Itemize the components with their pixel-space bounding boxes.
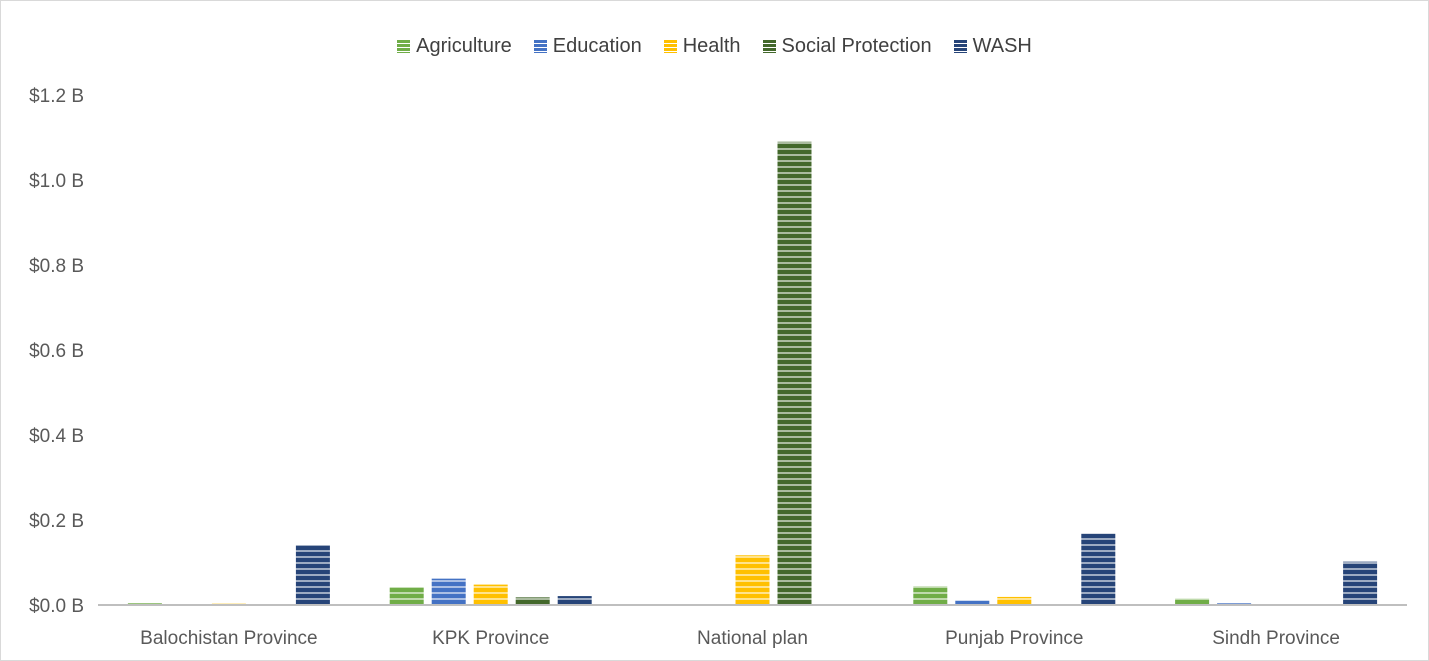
bar-national-plan-health xyxy=(735,555,770,605)
bar-balochistan-province-wash xyxy=(295,545,330,605)
legend-swatch-education xyxy=(533,39,547,53)
legend: Agriculture Education Health Social Protect… xyxy=(0,33,1429,59)
legend-item-agriculture: Agriculture xyxy=(397,35,512,58)
bar-punjab-province-agriculture xyxy=(913,586,948,605)
x-category-label: Sindh Province xyxy=(1212,628,1340,649)
legend-swatch-health xyxy=(663,39,677,53)
bar-punjab-province-health xyxy=(997,596,1032,605)
legend-item-health: Health xyxy=(663,34,741,58)
y-tick-label: $0.8 B xyxy=(29,256,84,277)
y-axis-labels: $0.0 B $0.2 B $0.4 B $0.6 B $0.8 B $1.0 B $1.2… xyxy=(29,86,84,617)
legend-swatch-wash xyxy=(953,39,967,53)
bar-punjab-province-wash xyxy=(1081,533,1116,605)
bars xyxy=(127,141,1378,606)
y-tick-label: $0.4 B xyxy=(29,426,84,447)
x-category-label: Balochistan Province xyxy=(140,628,317,649)
bar-sindh-province-agriculture xyxy=(1175,598,1210,605)
bar-kpk-province-social-protection xyxy=(515,597,550,605)
bar-kpk-province-education xyxy=(431,578,466,605)
legend-label-agriculture: Agriculture xyxy=(416,34,512,57)
legend-swatch-social-protection xyxy=(762,39,776,53)
bar-kpk-province-wash xyxy=(557,596,592,605)
y-tick-label: $0.2 B xyxy=(29,511,84,532)
x-category-label: Punjab Province xyxy=(945,628,1083,649)
bar-punjab-province-education xyxy=(955,600,990,605)
y-tick-label: $0.0 B xyxy=(29,596,84,617)
legend-label-health: Health xyxy=(682,34,741,57)
legend-swatch-agriculture xyxy=(397,39,411,53)
x-category-label: KPK Province xyxy=(432,628,549,649)
y-tick-label: $1.0 B xyxy=(29,171,84,192)
legend-label-education: Education xyxy=(552,34,642,57)
legend-item-education: Education xyxy=(533,34,642,58)
y-tick-label: $1.2 B xyxy=(29,86,84,107)
legend-label-social-protection: Social Protection xyxy=(781,34,932,57)
legend-item-social-protection: Social Protection xyxy=(762,34,932,58)
legend-item-wash: WASH xyxy=(953,34,1032,58)
y-tick-label: $0.6 B xyxy=(29,341,84,362)
bar-sindh-province-wash xyxy=(1343,561,1378,605)
legend-label-wash: WASH xyxy=(972,34,1032,57)
x-category-label: National plan xyxy=(697,628,808,649)
x-axis-labels: Balochistan Province KPK Province National… xyxy=(140,628,1340,649)
bar-kpk-province-health xyxy=(473,584,508,605)
bar-national-plan-social-protection xyxy=(777,141,812,605)
bar-kpk-province-agriculture xyxy=(389,587,424,605)
